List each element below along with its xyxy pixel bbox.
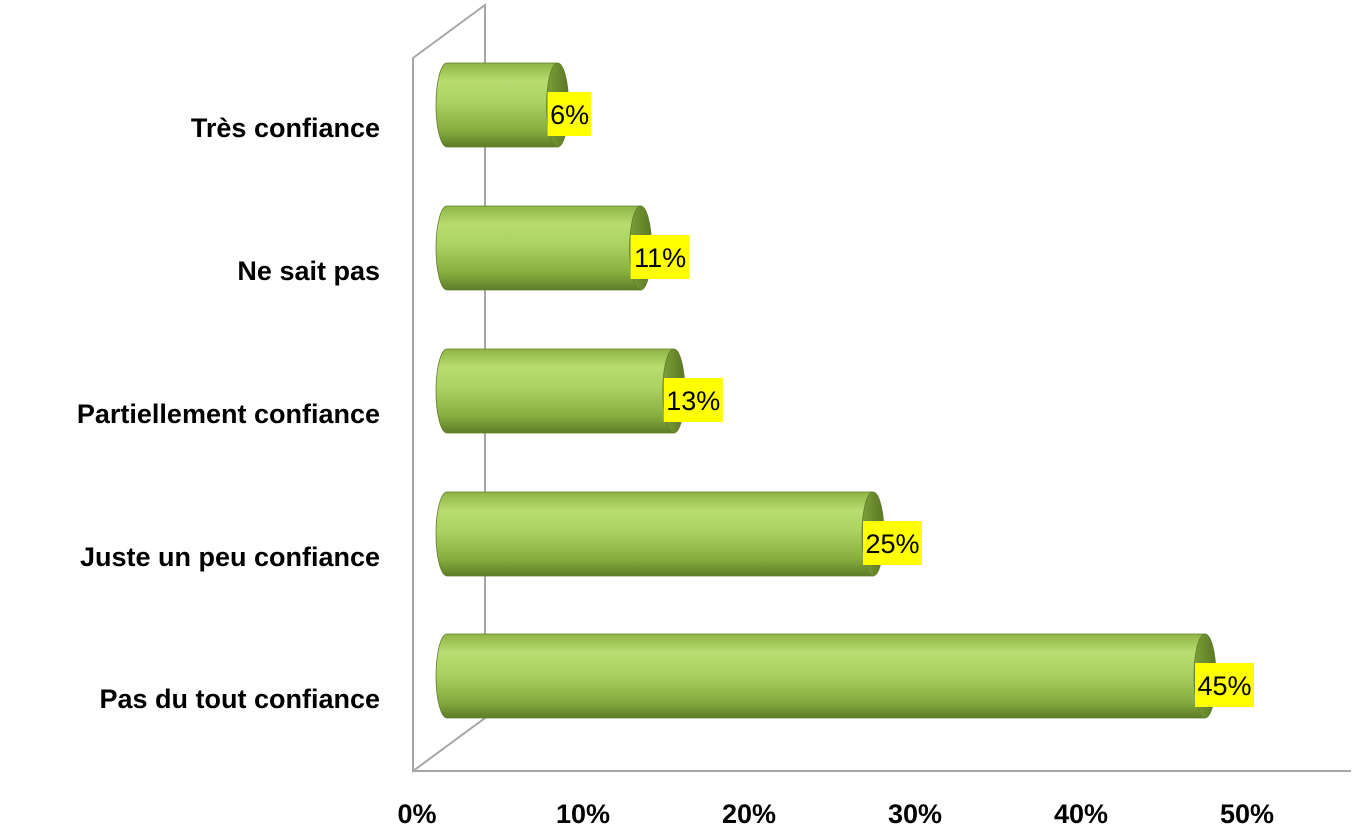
data-label: 11% xyxy=(630,235,690,279)
bar-body xyxy=(435,62,558,148)
x-tick-label: 30% xyxy=(888,799,942,829)
bar-body xyxy=(435,633,1206,719)
data-label-text: 6% xyxy=(550,100,589,130)
data-label-background xyxy=(1195,663,1254,707)
category-label: Partiellement confiance xyxy=(77,399,380,429)
x-tick-label: 40% xyxy=(1054,799,1108,829)
x-tick-label: 20% xyxy=(722,799,776,829)
data-label-text: 11% xyxy=(634,243,686,273)
data-label-text: 13% xyxy=(666,386,720,416)
x-tick-label: 50% xyxy=(1220,799,1274,829)
bar xyxy=(435,633,1217,719)
category-labels: Très confiance Ne sait pas Partiellement c… xyxy=(77,113,380,714)
bar-body xyxy=(435,348,675,434)
category-label: Juste un peu confiance xyxy=(80,542,380,572)
data-label-background xyxy=(547,92,592,136)
bar-body xyxy=(435,205,641,291)
bar xyxy=(435,491,885,577)
category-label: Pas du tout confiance xyxy=(99,684,380,714)
category-label: Très confiance xyxy=(191,113,380,143)
bar-body xyxy=(435,491,874,577)
data-label-background xyxy=(663,378,723,422)
data-label-text: 25% xyxy=(865,529,919,559)
bar xyxy=(435,348,686,434)
category-label: Ne sait pas xyxy=(237,256,380,286)
data-label-text: 45% xyxy=(1197,671,1251,701)
bar xyxy=(435,205,652,291)
x-tick-label: 0% xyxy=(397,799,436,829)
data-label-background xyxy=(630,235,690,279)
data-label: 25% xyxy=(863,521,922,565)
data-label: 13% xyxy=(663,378,723,422)
x-axis-tick-labels: 0% 10% 20% 30% 40% 50% xyxy=(397,799,1274,829)
bars xyxy=(435,62,1217,719)
data-label: 45% xyxy=(1195,663,1254,707)
data-label: 6% xyxy=(547,92,592,136)
x-tick-label: 10% xyxy=(556,799,610,829)
data-label-background xyxy=(863,521,922,565)
data-labels: 6% 11% 13% 25% 45% xyxy=(547,92,1254,707)
